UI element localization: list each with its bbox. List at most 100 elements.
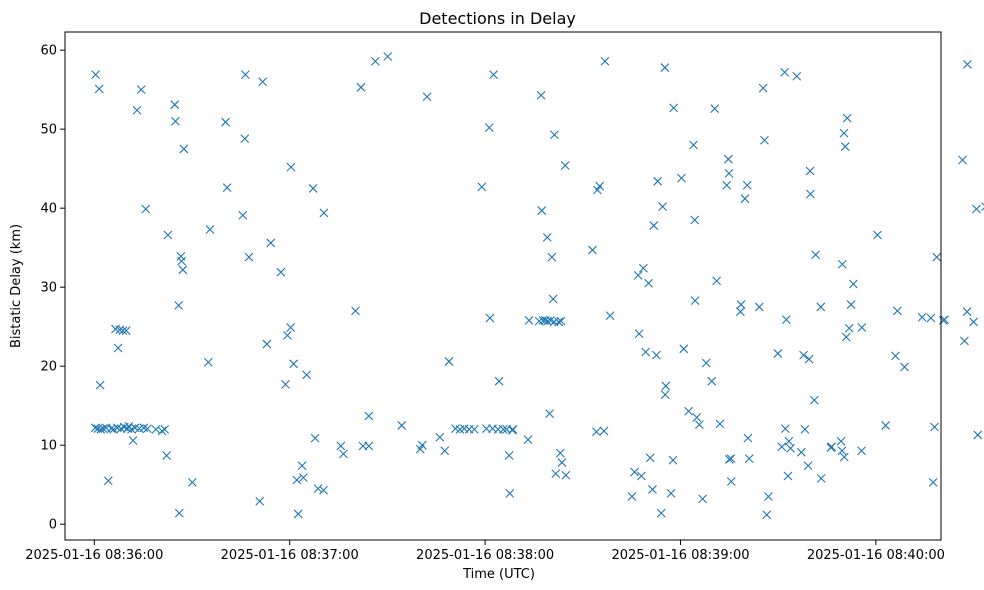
data-point — [551, 469, 561, 479]
x-tick-label: 2025-01-16 08:36:00 — [25, 548, 163, 563]
data-point — [537, 206, 547, 215]
data-point — [308, 184, 318, 193]
data-point — [469, 425, 479, 434]
data-point — [554, 317, 564, 327]
data-point — [690, 296, 700, 306]
data-point — [157, 426, 167, 436]
y-tick-label: 60 — [40, 44, 57, 59]
y-axis-label: Bistatic Delay (km) — [9, 224, 24, 348]
data-point — [726, 477, 736, 486]
data-point — [241, 70, 250, 80]
data-point — [781, 315, 791, 324]
data-point — [505, 488, 515, 498]
data-point — [762, 510, 772, 520]
data-point — [523, 435, 533, 445]
data-point — [313, 484, 323, 494]
data-point — [143, 424, 152, 433]
data-point — [605, 311, 615, 321]
data-point — [187, 477, 197, 487]
data-point — [648, 485, 657, 494]
data-point — [816, 302, 826, 312]
data-point — [873, 230, 882, 240]
data-point — [302, 370, 312, 380]
data-point — [162, 451, 171, 460]
data-point — [972, 204, 981, 214]
data-point — [668, 455, 678, 465]
data-point — [764, 492, 773, 501]
data-point — [837, 446, 847, 456]
data-point — [444, 357, 454, 366]
data-point — [339, 449, 348, 459]
data-point — [960, 336, 969, 346]
data-point — [266, 238, 276, 248]
data-point — [286, 162, 296, 172]
data-point — [743, 433, 753, 443]
x-axis: 2025-01-16 08:36:00 2025-01-16 08:37:00 20… — [25, 540, 945, 563]
data-point — [276, 267, 286, 277]
plot-frame — [64, 31, 942, 541]
data-point — [163, 230, 173, 240]
data-point — [891, 351, 900, 361]
data-point — [637, 471, 646, 481]
y-tick-label: 10 — [40, 439, 57, 454]
data-point — [595, 181, 605, 191]
data-point — [627, 492, 637, 501]
data-point — [139, 423, 149, 433]
data-point — [440, 446, 450, 456]
data-point — [128, 436, 138, 445]
data-point — [726, 454, 736, 464]
data-point — [932, 252, 942, 262]
data-point — [809, 395, 819, 405]
data-point — [96, 425, 106, 434]
data-point — [677, 173, 686, 183]
data-point — [136, 85, 146, 95]
data-point — [722, 180, 732, 190]
data-point — [842, 113, 852, 123]
data-point — [692, 413, 702, 422]
data-point — [930, 422, 939, 432]
data-point — [981, 202, 984, 211]
data-point — [174, 508, 184, 518]
data-point — [244, 252, 254, 262]
x-tick-label: 2025-01-16 08:39:00 — [611, 548, 749, 563]
data-point — [364, 411, 374, 421]
data-point — [928, 477, 938, 487]
data-point — [485, 313, 495, 323]
data-point — [742, 180, 752, 190]
data-point — [805, 166, 815, 176]
data-point — [758, 83, 768, 93]
data-point — [744, 454, 754, 464]
data-point — [836, 436, 846, 446]
data-point — [310, 433, 320, 443]
data-point — [723, 154, 733, 164]
y-tick-label: 40 — [40, 202, 57, 217]
data-point — [917, 312, 927, 322]
data-point — [644, 278, 653, 288]
data-point — [547, 252, 557, 262]
markers-layer — [90, 52, 984, 520]
data-point — [844, 323, 854, 333]
data-point — [592, 427, 601, 437]
data-point — [221, 117, 230, 127]
y-tick-label: 20 — [40, 360, 57, 375]
data-point — [356, 82, 366, 92]
data-point — [91, 70, 101, 80]
data-point — [689, 140, 698, 150]
data-point — [177, 256, 186, 266]
data-point — [940, 315, 949, 324]
chart-title: Detections in Delay — [419, 9, 576, 28]
data-point — [661, 381, 671, 391]
data-point — [784, 436, 794, 446]
data-point — [494, 376, 504, 386]
data-point — [736, 307, 745, 317]
data-point — [286, 323, 296, 332]
data-point — [780, 67, 790, 77]
data-point — [666, 488, 676, 498]
data-point — [550, 130, 559, 140]
data-point — [684, 406, 694, 416]
data-point — [364, 441, 374, 451]
data-point — [477, 182, 487, 192]
data-point — [724, 169, 734, 178]
data-point — [336, 441, 346, 451]
